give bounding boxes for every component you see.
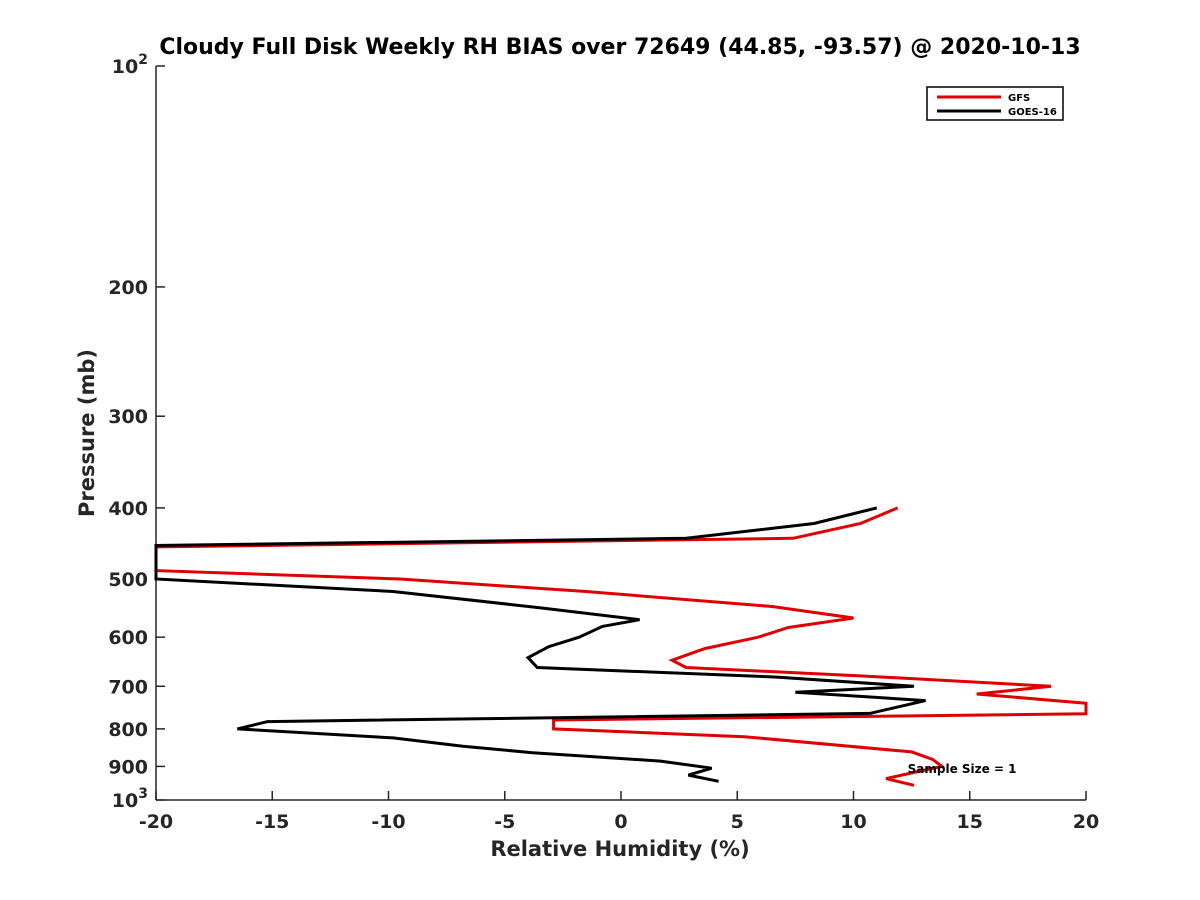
- series-layer: [154, 506, 1088, 787]
- y-tick-label: 500: [108, 569, 148, 591]
- legend-label: GOES-16: [1008, 107, 1057, 118]
- annotations: Sample Size = 1: [908, 762, 1017, 776]
- y-tick-label: 102: [112, 52, 148, 78]
- series-line-goes-16: [154, 506, 926, 783]
- y-tick-label: 800: [108, 719, 148, 741]
- y-tick-label: 700: [108, 676, 148, 698]
- x-axis-label: Relative Humidity (%): [490, 837, 749, 861]
- y-tick-label: 200: [108, 277, 148, 299]
- x-tick-label: 0: [614, 811, 627, 833]
- legend-box: [926, 86, 1064, 121]
- x-tick-label: -10: [371, 811, 405, 833]
- x-tick-label: -5: [494, 811, 515, 833]
- x-tick-label: 15: [957, 811, 983, 833]
- legend: GFS GOES-16: [926, 86, 1064, 121]
- y-axis-label: Pressure (mb): [75, 349, 99, 517]
- y-tick-label: 103: [112, 786, 148, 812]
- x-tick-label: -15: [255, 811, 289, 833]
- y-tick-label: 300: [108, 406, 148, 428]
- legend-label: GFS: [1008, 93, 1030, 104]
- sample-size-annotation: Sample Size = 1: [908, 762, 1017, 776]
- y-tick-label: 600: [108, 627, 148, 649]
- x-tick-label: -20: [139, 811, 173, 833]
- x-tick-label: 10: [840, 811, 866, 833]
- axes: -20 -15 -10 -5 0 5 10 15 20 102 200 300 400 500 600 700…: [108, 52, 1099, 833]
- x-tick-label: 5: [731, 811, 744, 833]
- x-tick-label: 20: [1073, 811, 1099, 833]
- chart-title: Cloudy Full Disk Weekly RH BIAS over 726…: [159, 35, 1080, 60]
- y-tick-label: 900: [108, 756, 148, 778]
- y-tick-label: 400: [108, 498, 148, 520]
- series-line-gfs: [154, 506, 1088, 787]
